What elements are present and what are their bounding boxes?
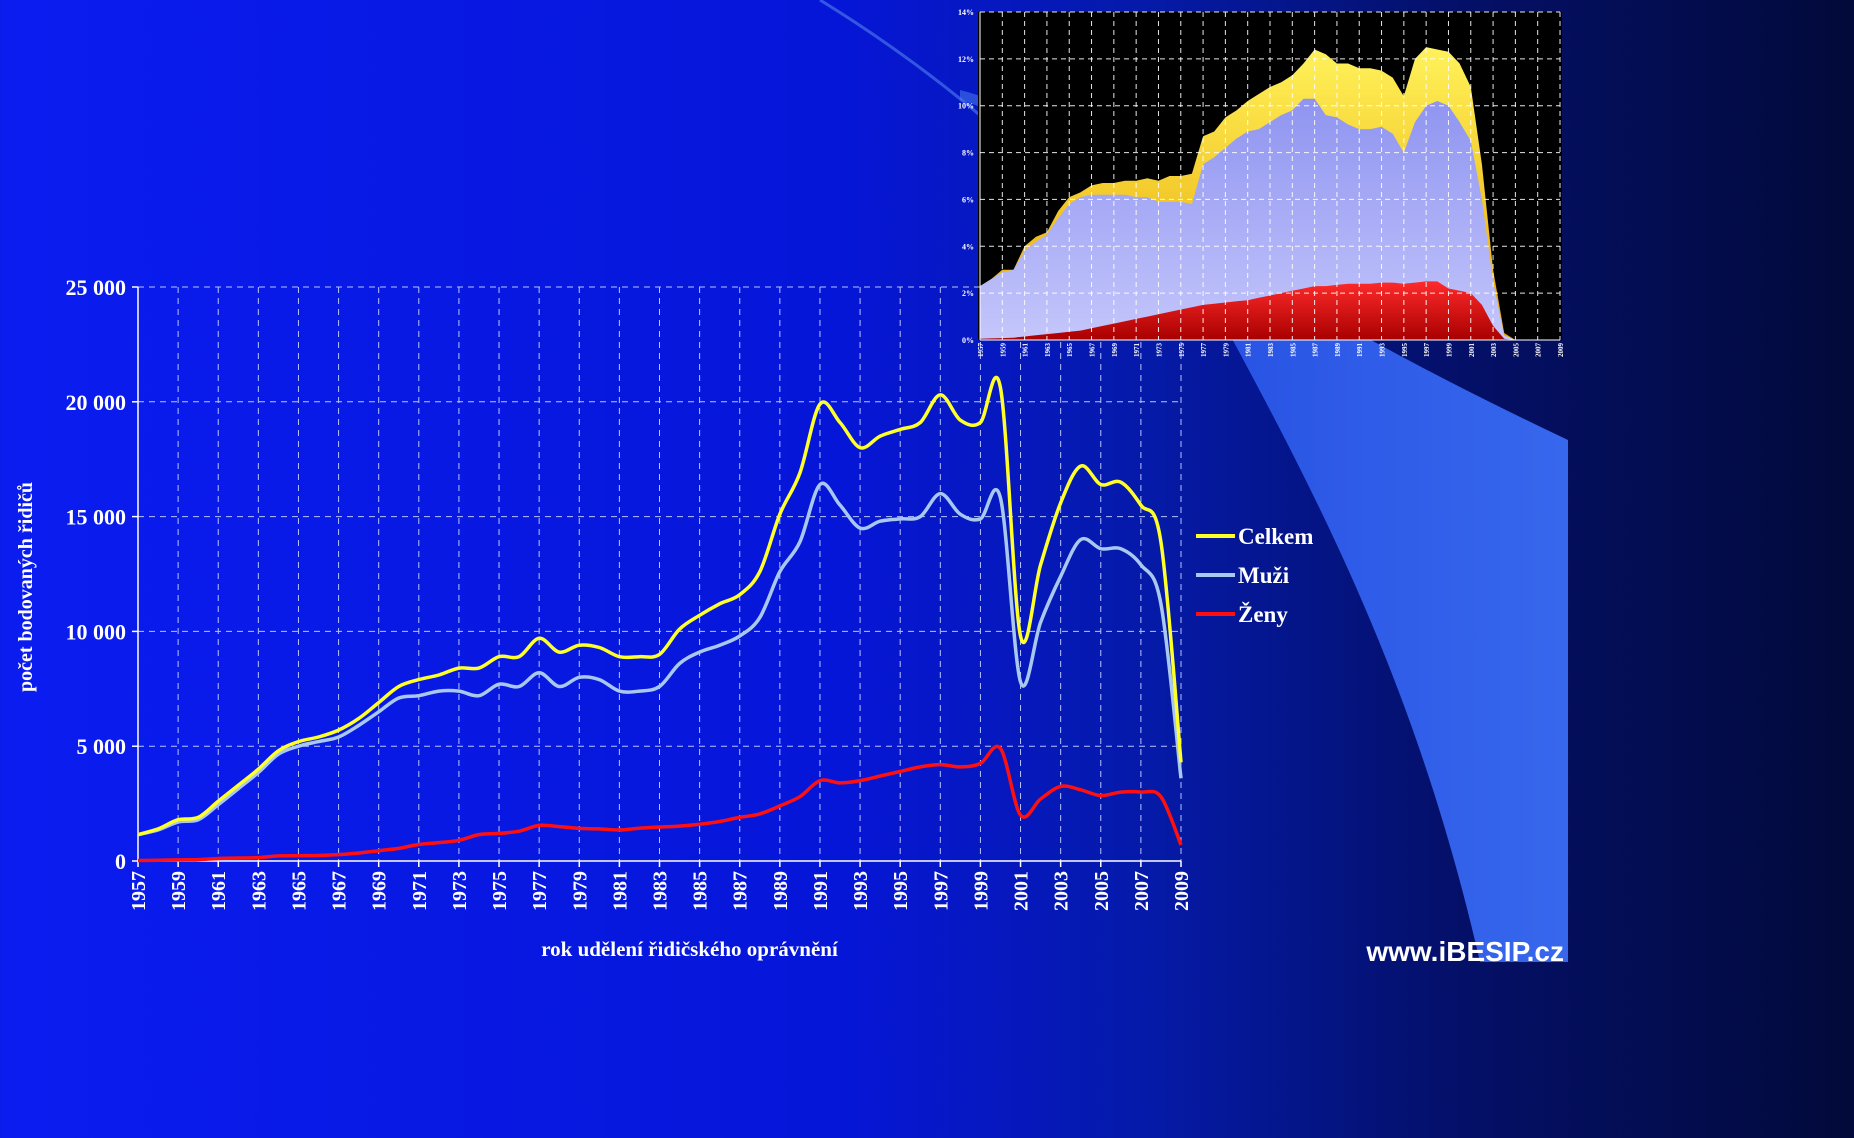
inset-x-tick-label: 2003 [1490, 343, 1498, 358]
inset-x-tick-label: 1975 [1178, 343, 1186, 358]
y-axis-label: počet bodovaných řidičů [15, 482, 37, 692]
x-tick-label: 1995 [890, 871, 912, 911]
main-chart: 0 5 000 10 000 15 000 20 000 25 000 1957 1959 19… [15, 275, 1313, 961]
inset-x-tick-label: 1989 [1334, 343, 1342, 358]
y-tick-label: 0 [115, 849, 126, 874]
inset-x-tick-label: 1967 [1089, 343, 1097, 358]
x-tick-label: 1977 [529, 871, 551, 911]
y-tick-label: 5 000 [77, 734, 127, 759]
inset-x-tick-label: 1957 [977, 343, 985, 358]
legend-label-zeny: Ženy [1238, 601, 1288, 627]
inset-x-tick-label: 1993 [1379, 343, 1387, 358]
x-tick-label: 2007 [1131, 871, 1153, 911]
legend-label-celkem: Celkem [1238, 524, 1313, 549]
x-tick-label: 2005 [1091, 871, 1113, 911]
x-tick-label: 1989 [770, 871, 792, 911]
inset-y-tick-label: 10% [958, 102, 974, 111]
inset-x-tick-label: 1973 [1155, 343, 1163, 358]
x-tick-label: 1973 [449, 871, 471, 911]
inset-x-tick-label: 2001 [1468, 343, 1476, 358]
inset-y-tick-label: 4% [962, 242, 974, 251]
legend-label-muzi: Muži [1238, 563, 1290, 588]
series-line-muzi [137, 481, 1183, 837]
inset-x-tick-label: 1995 [1401, 343, 1409, 358]
inset-x-tick-label: 1959 [999, 343, 1007, 358]
x-tick-label: 1993 [850, 871, 872, 911]
y-tick-label: 10 000 [66, 619, 127, 644]
x-tick-label: 1971 [409, 871, 431, 911]
x-tick-label: 1997 [930, 871, 952, 911]
inset-x-tick-label: 1963 [1044, 343, 1052, 358]
x-tick-label: 1975 [489, 871, 511, 911]
inset-x-tick-label: 1961 [1022, 343, 1030, 358]
inset-y-tick-label: 0% [962, 336, 974, 345]
x-tick-label: 1969 [369, 871, 391, 911]
inset-x-tick-label: 1981 [1245, 343, 1253, 358]
x-tick-label: 1985 [690, 871, 712, 911]
x-tick-label: 1983 [650, 871, 672, 911]
inset-x-tick-label: 2009 [1557, 343, 1565, 358]
y-tick-label: 15 000 [66, 505, 127, 530]
y-tick-label: 25 000 [66, 275, 127, 300]
inset-x-tick-label: 2005 [1512, 343, 1520, 358]
x-tick-label: 1961 [208, 871, 230, 911]
x-axis-label: rok udělení řidičského oprávnění [541, 937, 839, 961]
inset-chart: 0% 2% 4% 6% 8% 10% 12% 14% 1957 1959 1961 1963 1965 1… [958, 8, 1565, 357]
inset-x-tick-label: 1971 [1133, 343, 1141, 358]
x-tick-label: 2003 [1051, 871, 1073, 911]
x-tick-label: 1981 [609, 871, 631, 911]
x-tick-label: 1987 [730, 871, 752, 911]
series-line-zeny [137, 744, 1183, 863]
inset-y-tick-label: 2% [962, 289, 974, 298]
x-tick-label: 1999 [970, 871, 992, 911]
x-tick-label: 1991 [810, 871, 832, 911]
inset-x-tick-label: 2007 [1535, 343, 1543, 358]
inset-x-tick-label: 1997 [1423, 343, 1431, 358]
x-tick-label: 2001 [1011, 871, 1033, 911]
inset-y-tick-label: 6% [962, 195, 974, 204]
inset-x-tick-label: 1987 [1312, 343, 1320, 358]
slide-canvas: 0 5 000 10 000 15 000 20 000 25 000 1957 1959 19… [15, 0, 1568, 962]
inset-y-tick-label: 14% [958, 8, 974, 17]
inset-x-tick-label: 1991 [1356, 343, 1364, 358]
inset-y-tick-label: 8% [962, 149, 974, 158]
x-tick-label: 1967 [329, 871, 351, 911]
series-line-celkem [137, 375, 1183, 837]
brand-logo-text: www.iBESIP.cz [1366, 936, 1564, 967]
inset-x-tick-label: 1977 [1200, 343, 1208, 358]
x-tick-label: 1963 [248, 871, 270, 911]
inset-x-tick-label: 1985 [1289, 343, 1297, 358]
decor-swoosh [1230, 300, 1568, 962]
x-tick-label: 2009 [1171, 871, 1193, 911]
inset-y-tick-label: 12% [958, 55, 974, 64]
x-tick-label: 1965 [288, 871, 310, 911]
inset-x-tick-label: 1979 [1222, 343, 1230, 358]
y-tick-label: 20 000 [66, 390, 127, 415]
x-tick-label: 1957 [128, 871, 150, 911]
inset-x-tick-label: 1999 [1445, 343, 1453, 358]
inset-x-tick-label: 1983 [1267, 343, 1275, 358]
inset-x-tick-label: 1969 [1111, 343, 1119, 358]
x-tick-label: 1979 [569, 871, 591, 911]
inset-x-tick-label: 1965 [1066, 343, 1074, 358]
x-tick-label: 1959 [168, 871, 190, 911]
